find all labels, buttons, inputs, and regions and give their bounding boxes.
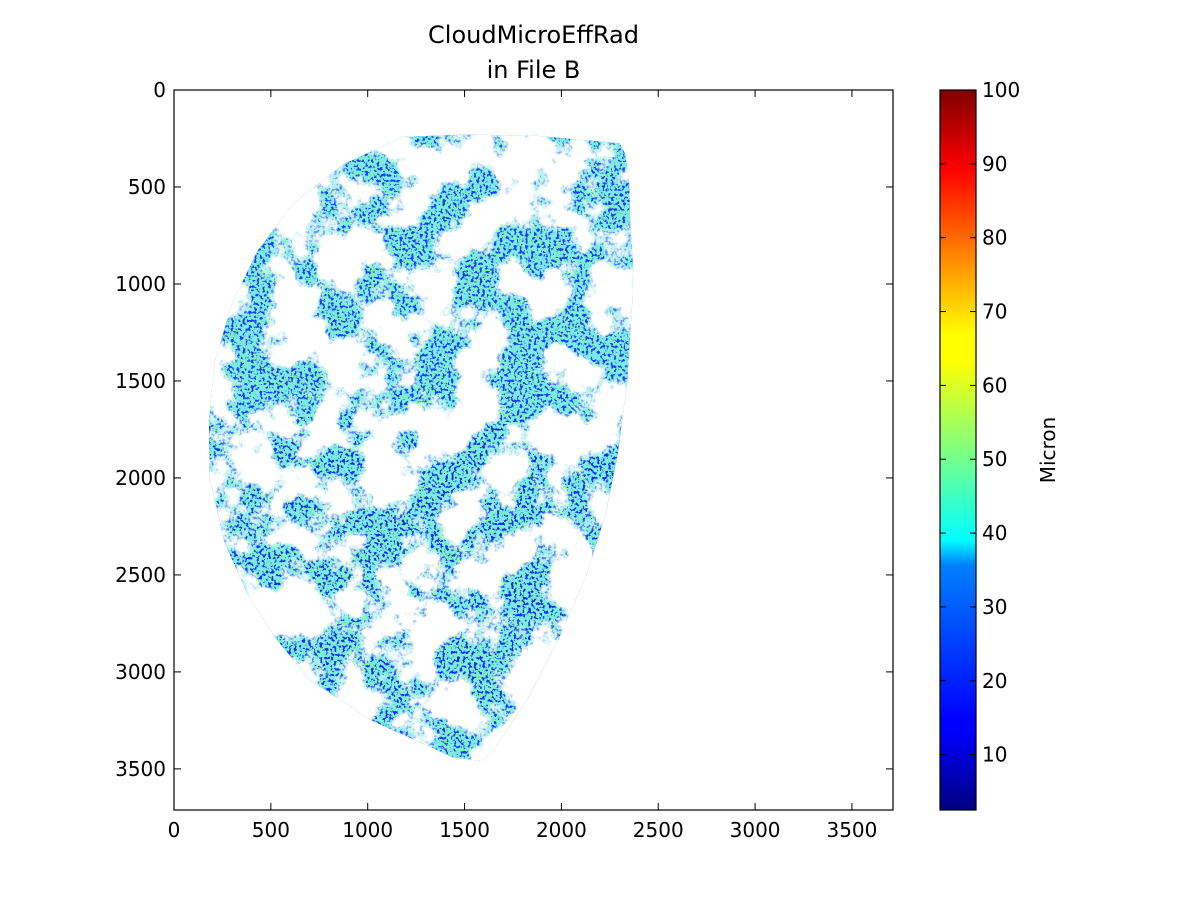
colorbar-label: Micron [1036, 417, 1060, 484]
x-tick-label: 1000 [342, 818, 393, 842]
x-tick-label: 2500 [633, 818, 684, 842]
colorbar-tick-label: 100 [982, 78, 1020, 102]
colorbar-tick-label: 40 [982, 521, 1007, 545]
colorbar-ticks: 10 20 30 40 50 60 70 80 90 100 [940, 78, 1020, 767]
plot-frame [173, 89, 894, 811]
y-tick-label: 1000 [115, 272, 166, 296]
x-tick-label: 3500 [826, 818, 877, 842]
y-tick-label: 2500 [115, 563, 166, 587]
y-tick-label: 0 [153, 78, 166, 102]
x-tick-label: 3000 [730, 818, 781, 842]
colorbar-tick-label: 20 [982, 669, 1007, 693]
colorbar: 10 20 30 40 50 60 70 80 90 100 Micron [939, 78, 1060, 811]
colorbar-tick-label: 90 [982, 152, 1007, 176]
chart-title-line-1: CloudMicroEffRad [428, 21, 639, 49]
x-axis: 0 500 1000 1500 2000 2500 3000 3500 [168, 90, 877, 842]
colorbar-tick-label: 60 [982, 373, 1007, 397]
colorbar-tick-label: 30 [982, 595, 1007, 619]
y-tick-label: 3000 [115, 660, 166, 684]
y-tick-label: 1500 [115, 369, 166, 393]
colorbar-tick-label: 10 [982, 743, 1007, 767]
y-tick-label: 2000 [115, 466, 166, 490]
colorbar-gradient [939, 89, 977, 811]
x-tick-label: 1500 [439, 818, 490, 842]
x-tick-label: 2000 [536, 818, 587, 842]
y-axis: 0 500 1000 1500 2000 2500 3000 3500 [115, 78, 893, 781]
x-tick-label: 500 [252, 818, 290, 842]
chart-title-line-2: in File B [487, 56, 581, 84]
colorbar-tick-label: 50 [982, 447, 1007, 471]
colorbar-tick-label: 70 [982, 300, 1007, 324]
y-tick-label: 500 [128, 175, 166, 199]
colorbar-tick-label: 80 [982, 226, 1007, 250]
y-tick-label: 3500 [115, 757, 166, 781]
plot-area: 0 500 1000 1500 2000 2500 3000 3500 0 500 1000 150… [115, 78, 894, 842]
x-tick-label: 0 [168, 818, 181, 842]
